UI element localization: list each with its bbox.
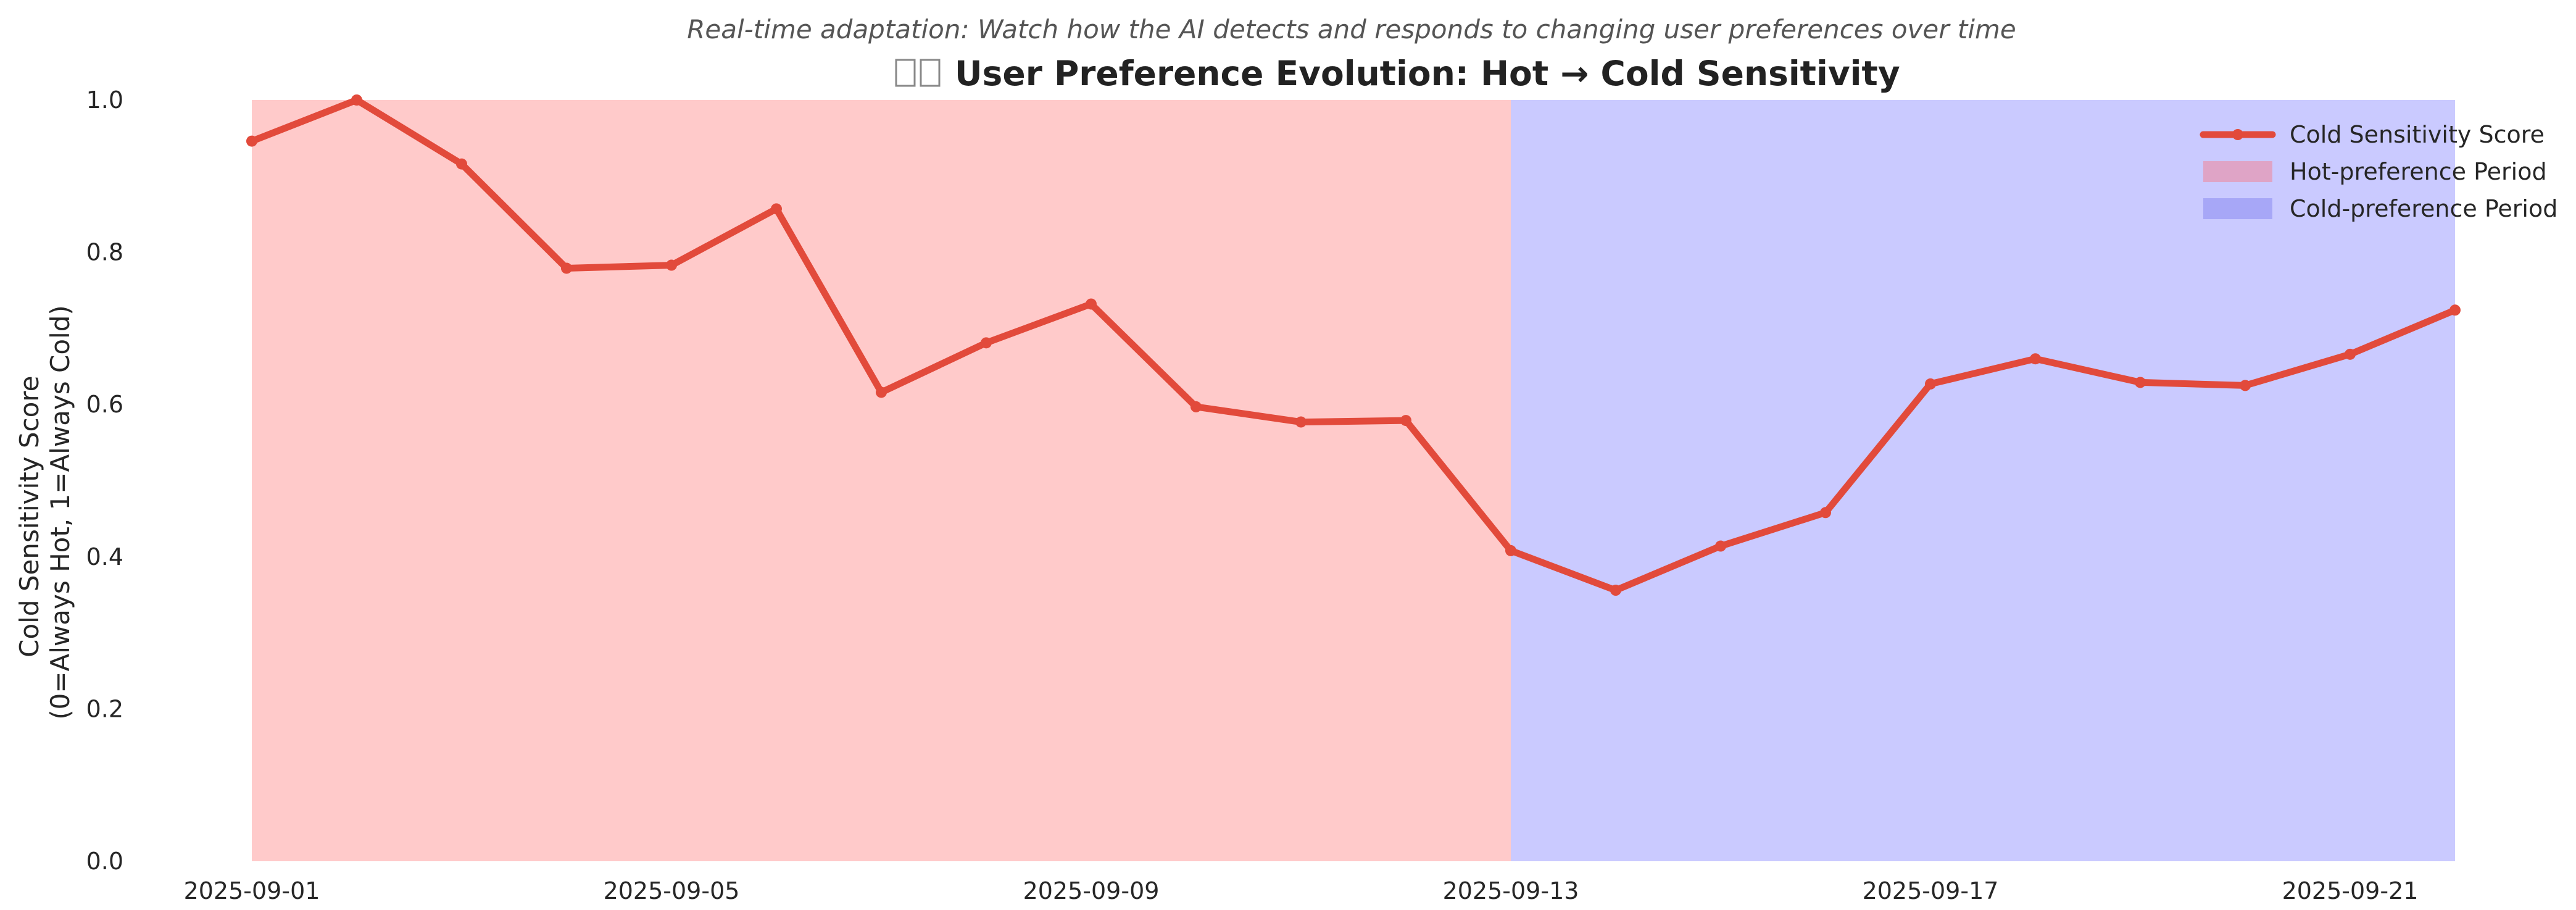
y-axis-label-line1: Cold Sensitivity Score (14, 376, 44, 657)
x-tick-label: 2025-09-09 (1023, 877, 1160, 904)
missing-glyph-icon (920, 59, 941, 87)
data-point (2030, 353, 2041, 365)
data-point (1086, 298, 1097, 310)
x-tick-label: 2025-09-05 (604, 877, 740, 904)
y-tick-label: 0.8 (86, 239, 123, 266)
legend-label: Cold Sensitivity Score (2290, 121, 2545, 148)
data-point (2345, 348, 2356, 360)
chart-subtitle: Real-time adaptation: Watch how the AI d… (687, 14, 2016, 44)
legend: Cold Sensitivity Score Hot-preference Per… (2200, 121, 2557, 222)
data-point (1190, 401, 1202, 412)
chart-title-group: User Preference Evolution: Hot → Cold Se… (895, 54, 1900, 93)
legend-label: Hot-preference Period (2290, 158, 2547, 185)
y-tick-label: 0.0 (86, 848, 123, 875)
shaded-period-cold (1511, 100, 2455, 861)
data-point (1610, 585, 1621, 596)
data-point (1820, 507, 1831, 519)
legend-label: Cold-preference Period (2290, 195, 2557, 222)
data-point (2449, 304, 2461, 316)
data-point (246, 135, 257, 147)
data-point (1295, 416, 1307, 428)
x-tick-label: 2025-09-17 (1863, 877, 1999, 904)
plot-area (246, 94, 2461, 861)
x-tick-label: 2025-09-13 (1443, 877, 1579, 904)
y-tick-label: 1.0 (86, 86, 123, 114)
data-point (981, 337, 992, 349)
shaded-period-hot (252, 100, 1511, 861)
data-point (666, 259, 677, 271)
data-point (1400, 415, 1411, 427)
legend-marker (2232, 129, 2243, 140)
data-point (1505, 545, 1516, 556)
legend-patch-swatch (2203, 198, 2272, 219)
y-tick-label: 0.2 (86, 695, 123, 722)
x-axis: 2025-09-01 2025-09-05 2025-09-09 2025-09-13… (184, 877, 2419, 904)
data-point (1715, 540, 1726, 552)
data-point (876, 386, 887, 398)
y-tick-label: 0.4 (86, 543, 123, 570)
data-point (351, 94, 362, 106)
data-point (2135, 377, 2146, 388)
y-axis-label-line2: (0=Always Hot, 1=Always Cold) (45, 305, 75, 720)
data-point (561, 262, 572, 274)
data-point (456, 158, 467, 170)
legend-patch-swatch (2203, 161, 2272, 182)
x-tick-label: 2025-09-21 (2282, 877, 2419, 904)
chart-title: User Preference Evolution: Hot → Cold Se… (955, 54, 1900, 93)
data-point (2240, 380, 2251, 391)
missing-glyph-icon (895, 59, 916, 87)
data-point (1925, 378, 1936, 390)
y-axis-label: Cold Sensitivity Score (0=Always Hot, 1=… (14, 305, 75, 720)
y-axis: 0.0 0.2 0.4 0.6 0.8 1.0 (86, 86, 123, 875)
y-tick-label: 0.6 (86, 391, 123, 418)
x-tick-label: 2025-09-01 (184, 877, 320, 904)
data-point (771, 203, 782, 215)
series-line (248, 96, 2459, 594)
